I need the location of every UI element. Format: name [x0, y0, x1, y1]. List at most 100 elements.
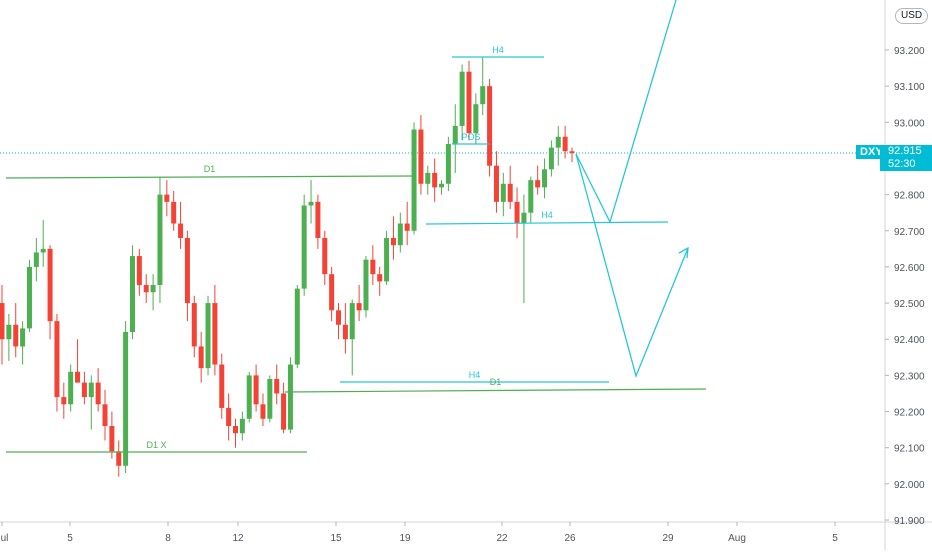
candle-body	[384, 238, 390, 282]
candle-body	[88, 382, 94, 398]
x-tick-label: Jul	[0, 533, 8, 544]
y-tick-label: 93.100	[894, 82, 925, 93]
level-line-label: POS	[461, 132, 480, 142]
candle-body	[493, 165, 499, 202]
level-line-label: H4	[541, 210, 553, 220]
level-line-label: D1	[490, 377, 502, 387]
level-line[interactable]	[5, 175, 414, 179]
x-tick-label: 29	[662, 533, 674, 544]
candle-body	[418, 129, 424, 184]
candle-body	[116, 451, 122, 466]
candle-body	[260, 404, 266, 419]
candle-body	[178, 223, 184, 238]
candle-body	[466, 71, 472, 134]
candle-body	[226, 407, 232, 426]
symbol-badge: DXY	[856, 145, 887, 159]
candle-body	[95, 382, 101, 405]
y-tick-label: 92.000	[894, 480, 925, 491]
level-line-label: D1 X	[146, 440, 166, 450]
candle-body	[26, 266, 32, 329]
y-tick-label: 93.000	[894, 118, 925, 129]
candle-body	[109, 426, 115, 452]
candle-body	[212, 303, 218, 365]
candle-body	[143, 285, 149, 293]
candle-body	[528, 180, 534, 213]
candle-body	[287, 364, 293, 430]
candle-body	[329, 274, 335, 311]
candle-body	[514, 201, 520, 224]
candle-body	[336, 310, 342, 325]
x-tick-label: 26	[564, 533, 576, 544]
level-line-label: D1	[204, 164, 216, 174]
currency-badge[interactable]: USD	[895, 8, 929, 24]
candle-body	[363, 259, 369, 311]
level-line-label: H4	[492, 45, 504, 55]
candle-body	[411, 129, 417, 231]
y-tick-label: 92.100	[894, 444, 925, 455]
candle-body	[397, 223, 403, 246]
candle-body	[548, 147, 554, 170]
projection-path[interactable]	[575, 153, 689, 379]
y-tick-label: 92.400	[894, 335, 925, 346]
y-tick-label: 92.300	[894, 371, 925, 382]
candle-body	[404, 223, 410, 231]
candle-body	[500, 183, 506, 202]
y-tick-label: 92.500	[894, 299, 925, 310]
candle-body	[322, 238, 328, 275]
level-line[interactable]	[425, 221, 669, 225]
candle-body	[246, 375, 252, 419]
x-tick-label: 22	[496, 533, 508, 544]
projection-arrowhead	[678, 246, 689, 259]
candle-body	[184, 238, 190, 304]
level-line-label: H4	[469, 370, 481, 380]
candle-body	[232, 426, 238, 434]
candle-body	[123, 332, 129, 466]
level-line[interactable]	[284, 388, 707, 393]
candle-body	[6, 324, 12, 340]
candle-body	[569, 151, 575, 154]
x-tick-label: 19	[399, 533, 411, 544]
candle-body	[445, 144, 451, 184]
candle-body	[432, 172, 438, 188]
candle-body	[274, 379, 280, 394]
candle-body	[129, 256, 135, 332]
candle-body	[253, 375, 259, 405]
candle-body	[342, 324, 348, 340]
candle-body	[171, 201, 177, 224]
candle-body	[198, 346, 204, 369]
y-tick-label: 92.800	[894, 191, 925, 202]
candle-body	[370, 259, 376, 275]
candle-body	[0, 303, 5, 340]
candle-body	[377, 274, 383, 282]
candle-body	[480, 86, 486, 105]
candle-body	[294, 288, 300, 365]
candle-body	[13, 324, 19, 347]
candle-body	[61, 397, 67, 405]
candle-body	[54, 321, 60, 398]
y-tick-label: 92.600	[894, 263, 925, 274]
candle-body	[473, 104, 479, 134]
candle-body	[425, 172, 431, 184]
candle-body	[81, 382, 87, 398]
candle-body	[219, 364, 225, 408]
candle-body	[75, 371, 81, 383]
candle-body	[281, 393, 287, 430]
x-tick-label: 5	[67, 533, 73, 544]
candle-body	[239, 418, 245, 434]
candle-body	[452, 125, 458, 144]
candle-body	[205, 303, 211, 369]
candle-body	[521, 212, 527, 224]
x-tick-label: 12	[232, 533, 244, 544]
candle-body	[356, 303, 362, 311]
candle-body	[542, 169, 548, 188]
y-tick-label: 92.700	[894, 227, 925, 238]
projection-path[interactable]	[575, 0, 677, 224]
candle-body	[191, 303, 197, 347]
candle-body	[136, 256, 142, 285]
candle-body	[267, 379, 273, 419]
candle-body	[150, 285, 156, 293]
countdown-label: 52:30	[880, 158, 932, 171]
candle-body	[102, 404, 108, 426]
